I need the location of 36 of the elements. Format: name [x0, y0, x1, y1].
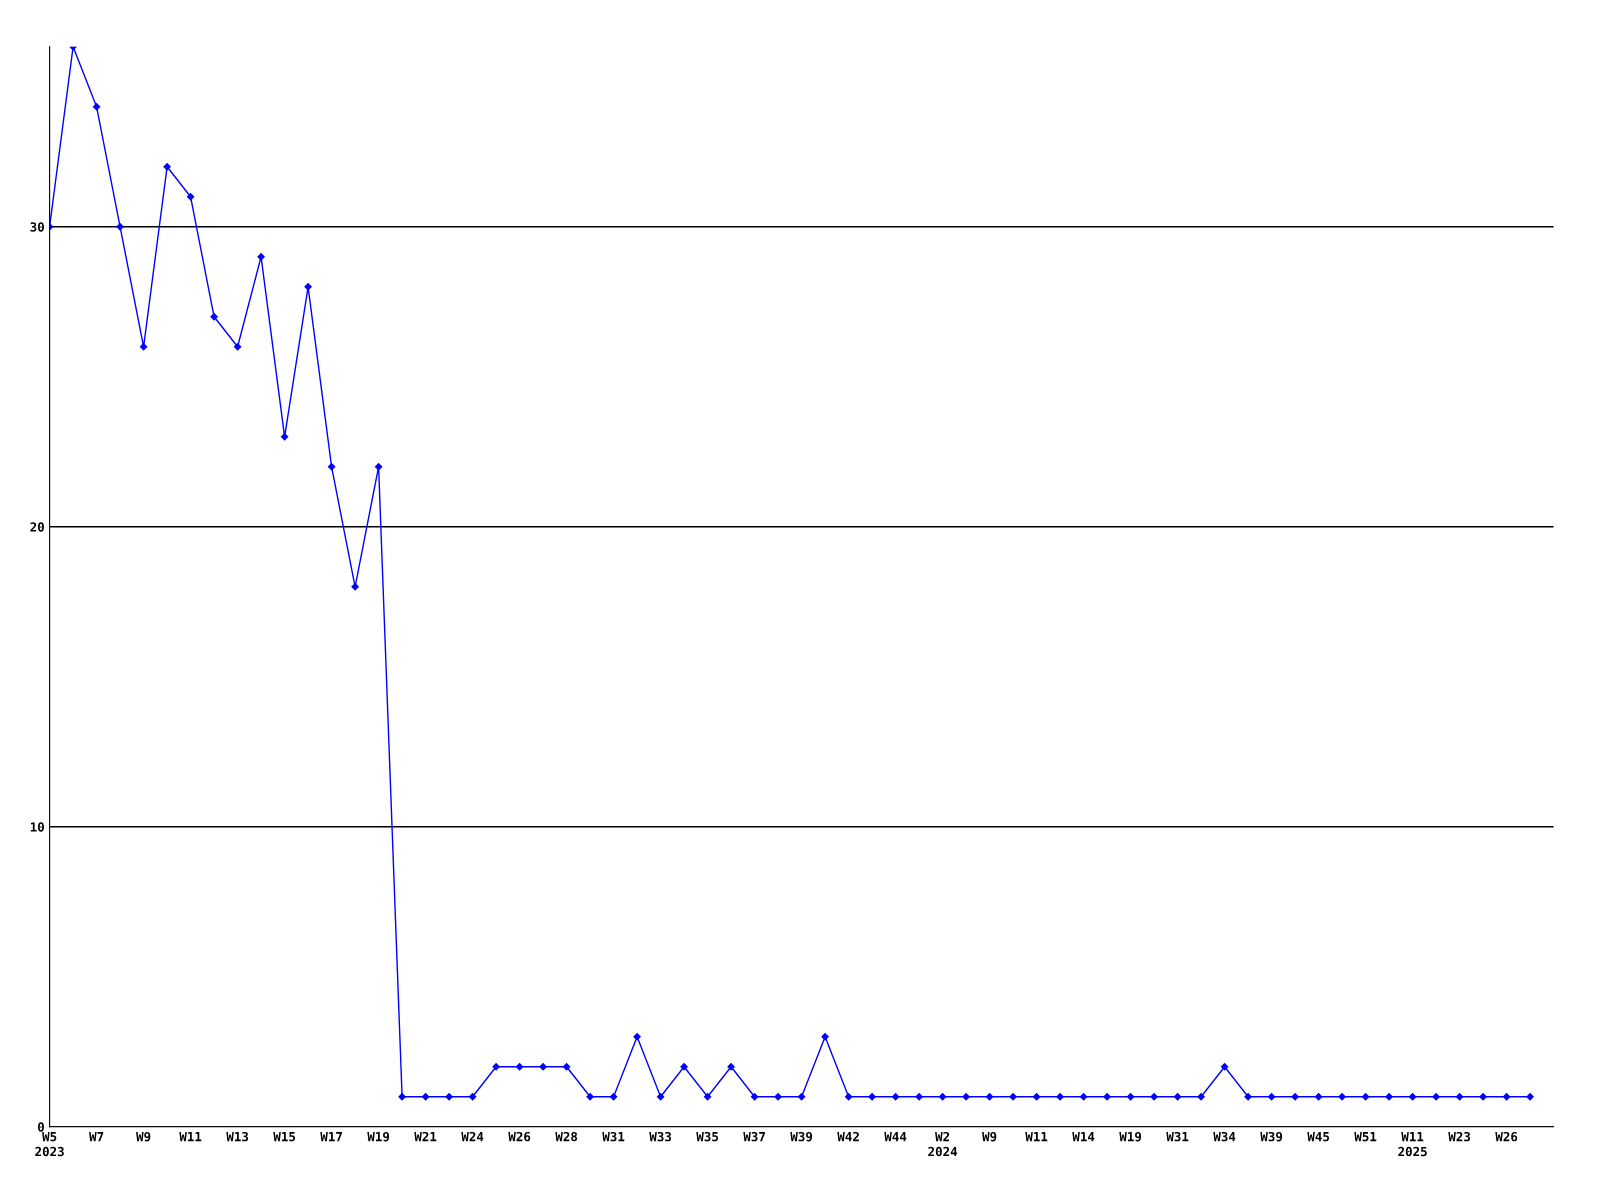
x-tick-label: W5 2023 [35, 1132, 64, 1157]
x-tick-label: W28 [555, 1131, 578, 1142]
x-tick-label: W31 [602, 1131, 625, 1142]
x-tick-label: W45 [1307, 1132, 1330, 1142]
x-tick-label: W11 [1025, 1132, 1048, 1142]
x-tick-label: W26 [1495, 1131, 1518, 1142]
x-tick-label: W2 2024 [928, 1131, 958, 1157]
x-tick-label: W13 [226, 1131, 249, 1142]
x-tick-label: W39 [1260, 1131, 1283, 1142]
x-tick-label: W51 [1354, 1132, 1377, 1142]
x-tick-label: W39 [790, 1131, 813, 1142]
x-tick-label: W26 [508, 1131, 531, 1142]
x-tick-label: W19 [1119, 1131, 1142, 1142]
x-tick-label: W9 [136, 1131, 151, 1142]
x-tick-label: W21 [414, 1131, 437, 1142]
x-tick-label: W7 [89, 1132, 104, 1142]
x-tick-label: W14 [1072, 1132, 1095, 1142]
x-tick-label: W31 [1166, 1131, 1189, 1142]
x-tick-label: W11 2025 [1398, 1132, 1427, 1157]
x-tick-label: W11 [179, 1132, 202, 1142]
x-tick-label: W17 [320, 1132, 342, 1142]
y-tick-label: 0 [37, 1122, 44, 1132]
x-tick-label: W15 [273, 1132, 296, 1142]
x-tick-label: W37 [743, 1131, 765, 1142]
x-tick-label: W23 [1448, 1131, 1471, 1142]
x-tick-label: W34 [1213, 1131, 1236, 1142]
x-tick-label: W44 [884, 1132, 907, 1142]
x-tick-label: W19 [367, 1131, 390, 1142]
y-tick-label: 20 [30, 522, 44, 532]
y-tick-label: 10 [30, 822, 44, 832]
x-tick-label: W33 [649, 1131, 672, 1142]
x-tick-label: W24 [461, 1131, 484, 1142]
y-tick-label: 30 [30, 222, 44, 232]
x-tick-label: W42 [837, 1131, 859, 1142]
x-tick-label: W9 [982, 1131, 997, 1142]
x-tick-label: W35 [696, 1131, 719, 1142]
